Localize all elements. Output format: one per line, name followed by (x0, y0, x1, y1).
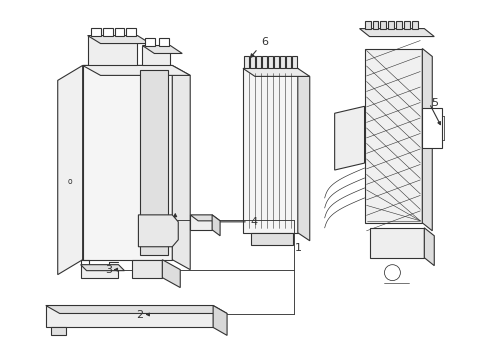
Polygon shape (88, 36, 150, 44)
Text: 4: 4 (250, 217, 257, 227)
Polygon shape (372, 21, 378, 28)
Polygon shape (190, 215, 212, 230)
Polygon shape (83, 66, 172, 260)
Polygon shape (146, 37, 155, 45)
Polygon shape (280, 57, 285, 68)
Polygon shape (404, 21, 410, 28)
Polygon shape (369, 228, 424, 258)
Text: o: o (67, 177, 72, 186)
Polygon shape (274, 57, 279, 68)
Polygon shape (262, 57, 267, 68)
Polygon shape (335, 106, 365, 170)
Polygon shape (46, 306, 213, 328)
Polygon shape (396, 21, 402, 28)
Polygon shape (115, 28, 124, 36)
Polygon shape (132, 260, 162, 278)
Text: 2: 2 (136, 310, 144, 320)
Polygon shape (58, 66, 83, 275)
Polygon shape (286, 57, 291, 68)
Polygon shape (81, 265, 124, 271)
Polygon shape (83, 66, 190, 75)
Polygon shape (292, 57, 297, 68)
Polygon shape (46, 306, 227, 314)
Polygon shape (190, 215, 220, 221)
Polygon shape (413, 21, 418, 28)
Polygon shape (213, 306, 227, 336)
Polygon shape (365, 21, 370, 28)
Polygon shape (159, 37, 169, 45)
Polygon shape (256, 57, 261, 68)
Polygon shape (422, 108, 442, 148)
Polygon shape (91, 28, 100, 36)
Polygon shape (422, 49, 432, 231)
Polygon shape (138, 215, 178, 247)
Polygon shape (102, 28, 113, 36)
Circle shape (385, 265, 400, 280)
Polygon shape (143, 45, 171, 66)
Polygon shape (244, 57, 249, 68)
Polygon shape (141, 71, 168, 255)
Polygon shape (162, 260, 180, 288)
Polygon shape (81, 265, 119, 278)
Text: 3: 3 (105, 265, 113, 275)
Polygon shape (250, 57, 255, 68)
Text: 5: 5 (431, 98, 438, 108)
Polygon shape (380, 21, 387, 28)
Polygon shape (243, 68, 298, 233)
Polygon shape (389, 21, 394, 28)
Polygon shape (365, 49, 422, 223)
Polygon shape (51, 328, 66, 336)
Polygon shape (360, 28, 434, 37)
Polygon shape (126, 28, 136, 36)
Polygon shape (251, 233, 293, 245)
Text: 6: 6 (261, 36, 268, 46)
Polygon shape (172, 66, 190, 270)
Polygon shape (243, 68, 310, 76)
Text: 1: 1 (295, 243, 302, 253)
Polygon shape (424, 228, 434, 266)
Polygon shape (143, 45, 182, 54)
Polygon shape (268, 57, 273, 68)
Polygon shape (88, 36, 137, 66)
Polygon shape (212, 215, 220, 236)
Polygon shape (298, 76, 310, 241)
